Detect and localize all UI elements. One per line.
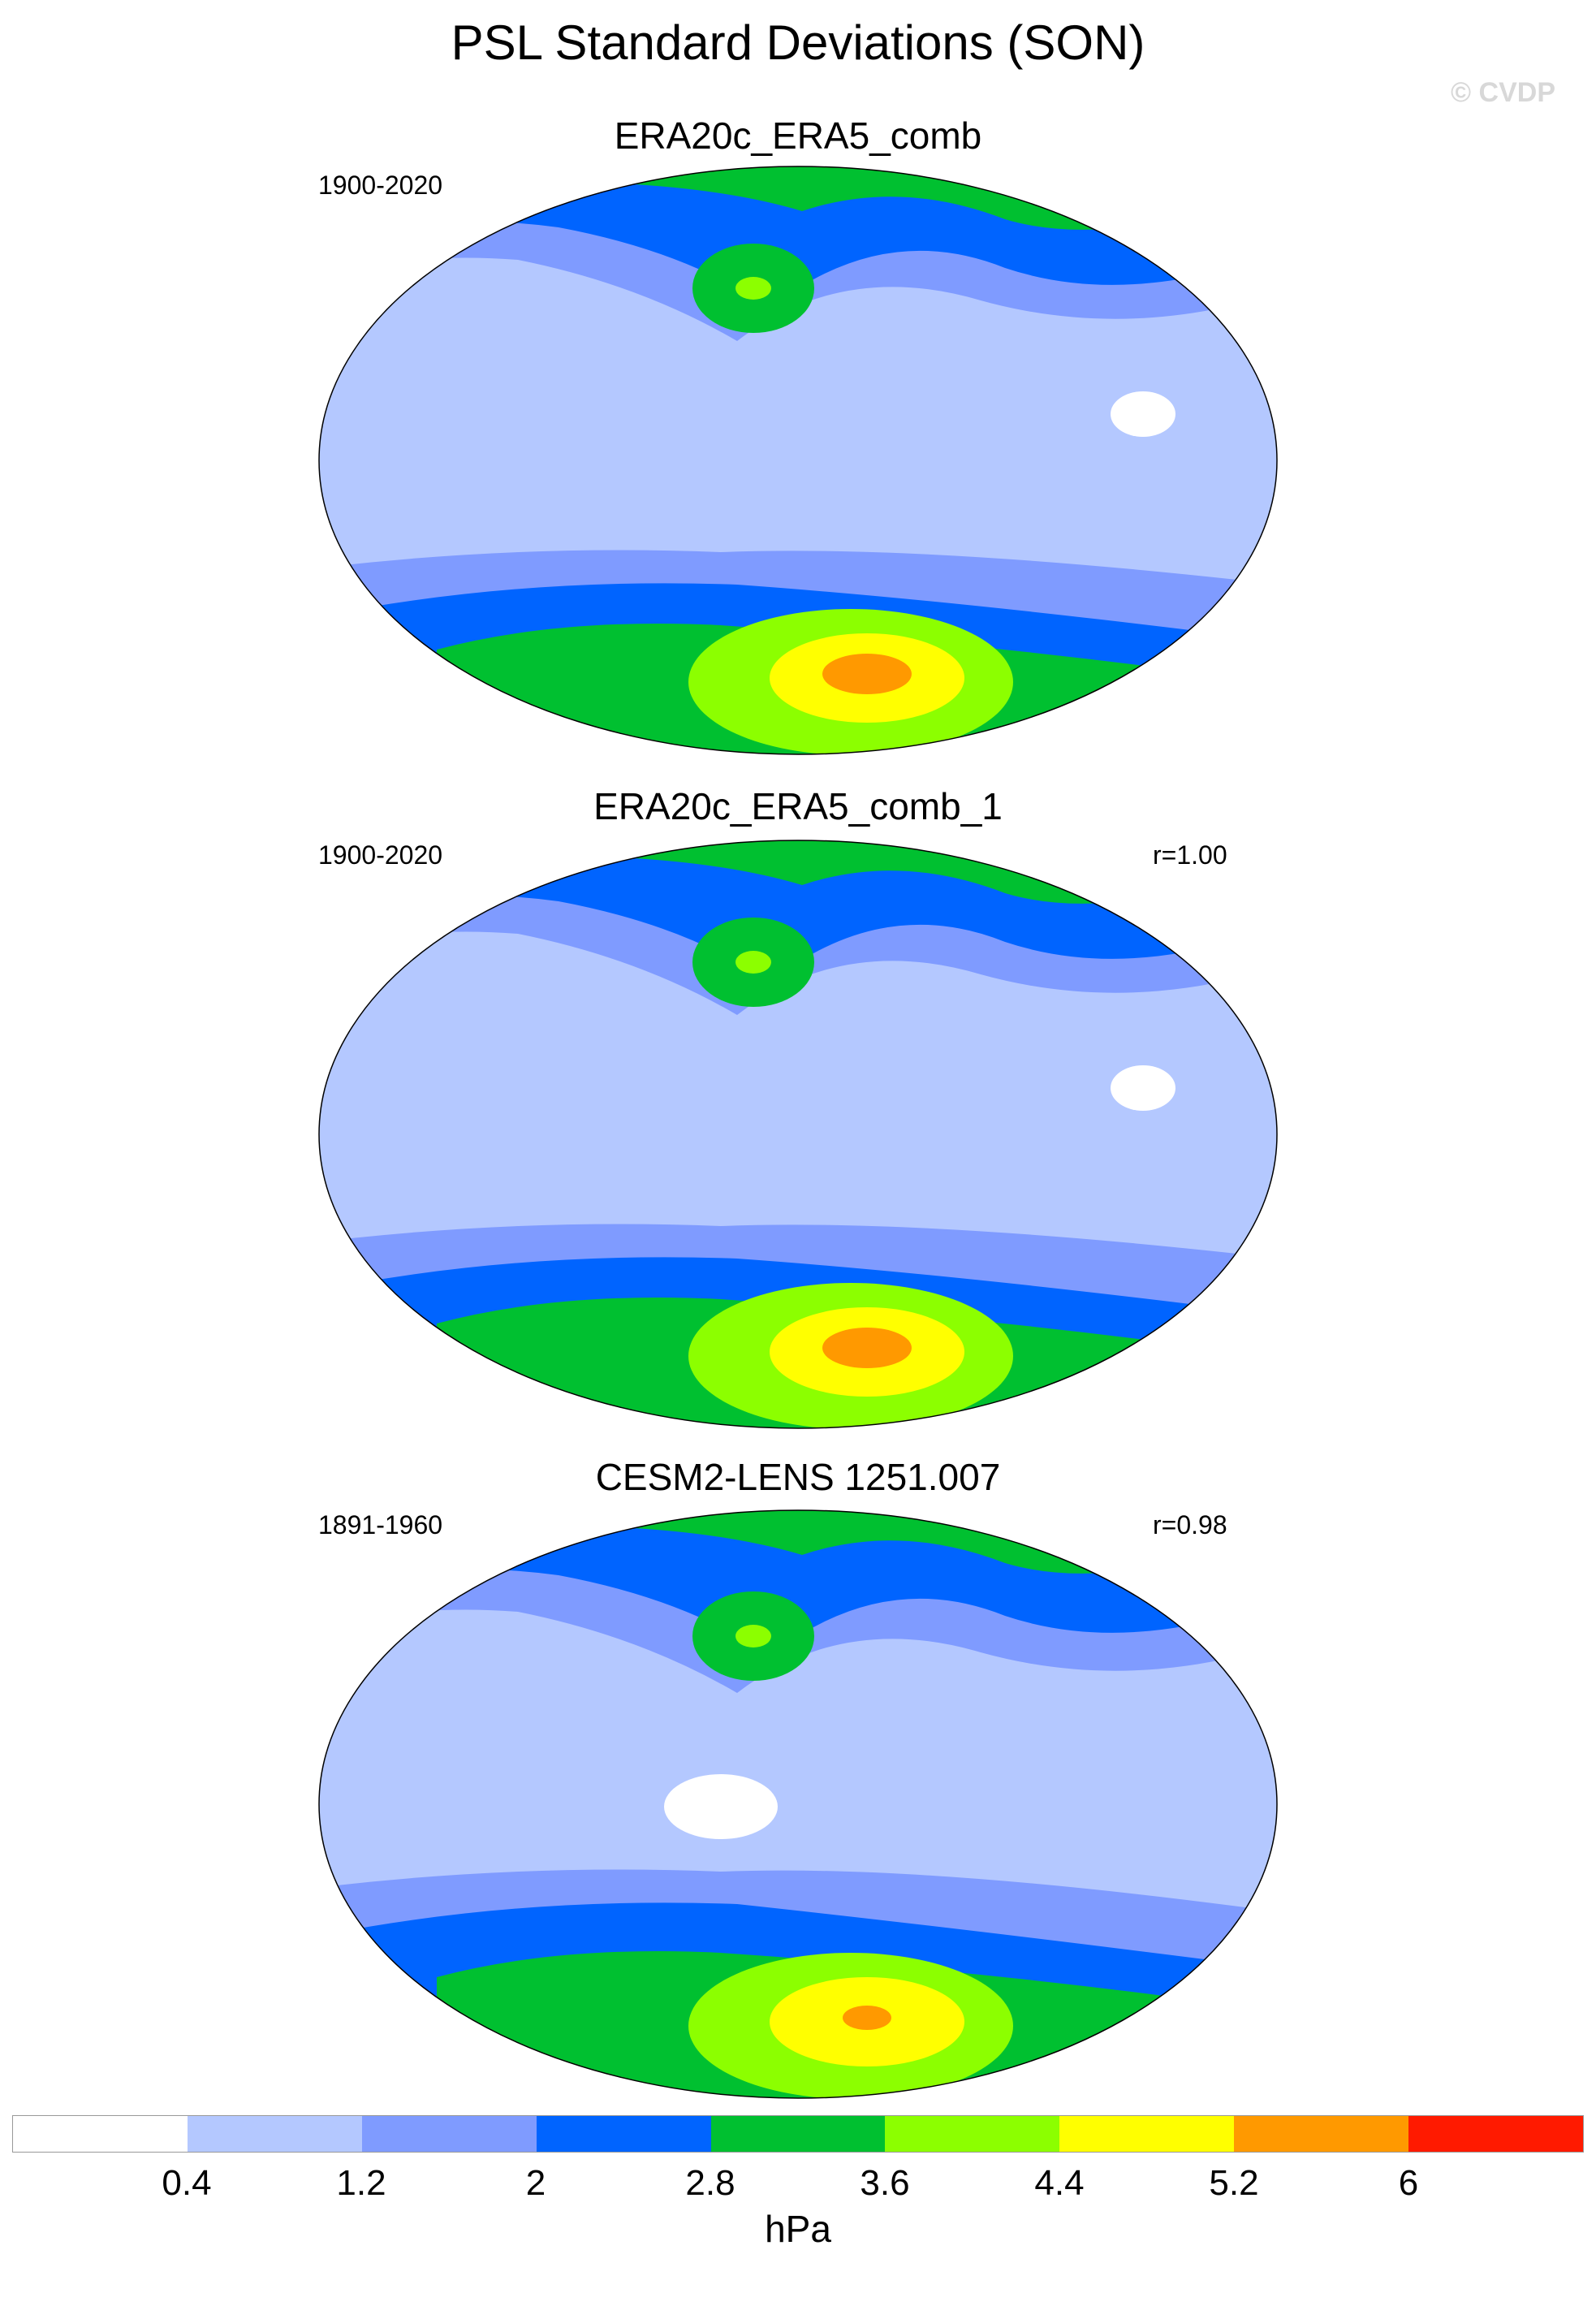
colorbar-bin-1 — [13, 2116, 188, 2152]
cvdp-watermark: © CVDP — [1451, 77, 1555, 108]
colorbar-bin-6 — [885, 2116, 1060, 2152]
panel-2-correlation: r=1.00 — [1153, 840, 1227, 870]
colorbar-tick: 2 — [525, 2163, 546, 2203]
panel-3-period: 1891-1960 — [318, 1510, 443, 1539]
colorbar-bin-2 — [187, 2116, 362, 2152]
panel-3-correlation: r=0.98 — [1153, 1510, 1227, 1539]
panel-2-title: ERA20c_ERA5_comb_1 — [593, 785, 1003, 827]
colorbar-bin-9 — [1408, 2116, 1584, 2152]
panel-1-period: 1900-2020 — [318, 171, 443, 200]
colorbar-bin-3 — [361, 2116, 537, 2152]
panel-2-period: 1900-2020 — [318, 840, 443, 870]
colorbar-bin-7 — [1059, 2116, 1235, 2152]
colorbar-bin-4 — [536, 2116, 711, 2152]
colorbar-tick: 4.4 — [1034, 2163, 1085, 2203]
map-outline — [318, 166, 1278, 755]
south-america-low — [1111, 391, 1175, 437]
colorbar-units: hPa — [765, 2208, 831, 2250]
colorbar-bin-8 — [1234, 2116, 1409, 2152]
panel-3-title: CESM2-LENS 1251.007 — [595, 1456, 1001, 1498]
colorbar — [12, 2115, 1584, 2153]
colorbar-tick: 1.2 — [336, 2163, 386, 2203]
colorbar-tick: 5.2 — [1209, 2163, 1259, 2203]
colorbar-tick: 6 — [1398, 2163, 1419, 2203]
colorbar-tick: 0.4 — [162, 2163, 212, 2203]
colorbar-bin-5 — [710, 2116, 886, 2152]
colorbar-tick: 3.6 — [860, 2163, 910, 2203]
panel-3-map — [318, 1509, 1278, 2099]
colorbar-tick: 2.8 — [685, 2163, 735, 2203]
south-pacific-peak — [822, 654, 912, 694]
panel-1-title: ERA20c_ERA5_comb — [614, 114, 982, 157]
panel-1-map — [318, 166, 1278, 755]
aleutian-low-center — [735, 277, 771, 300]
figure-title: PSL Standard Deviations (SON) — [451, 15, 1145, 70]
panel-2-map — [318, 840, 1278, 1429]
